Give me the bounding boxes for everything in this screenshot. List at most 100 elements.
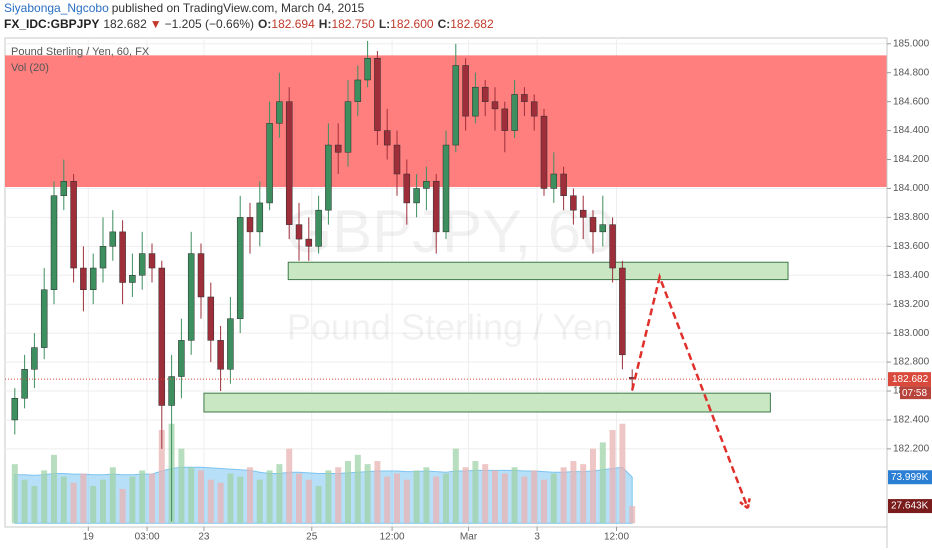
volume-bar <box>149 473 155 524</box>
ohlc-value: 182.694 <box>271 17 315 31</box>
candle-body <box>60 180 68 196</box>
candle-body <box>138 253 146 276</box>
volume-bar <box>501 473 508 524</box>
candle-body <box>305 238 313 247</box>
volume-bar <box>227 473 234 524</box>
y-tick-label: 183.400 <box>893 270 930 281</box>
candle-body <box>236 217 244 319</box>
volume-bar <box>443 473 449 524</box>
volume-bar <box>433 476 440 524</box>
candle-body <box>227 318 234 370</box>
candle-body <box>178 340 185 377</box>
candle-body <box>521 94 528 102</box>
volume-bar <box>315 485 322 524</box>
y-tick-label: 184.400 <box>893 125 930 136</box>
candle-body <box>334 144 342 153</box>
candle-body <box>491 101 499 110</box>
volume-bar <box>158 429 165 524</box>
volume-bar <box>90 485 97 524</box>
direction: ▼ <box>150 17 162 31</box>
candle-body <box>109 231 117 247</box>
volume-title: Vol (20) <box>11 62 49 74</box>
candle-body <box>550 173 558 189</box>
volume-bar <box>70 482 77 524</box>
ohlc-value: 182.682 <box>450 17 494 31</box>
volume-bar <box>354 454 361 524</box>
volume-bar <box>335 467 342 524</box>
y-tick-label: 183.200 <box>893 299 930 310</box>
candle-body <box>40 289 48 348</box>
volume-bar <box>619 423 626 524</box>
volume-bar <box>80 473 87 524</box>
ohlc-key: C: <box>438 17 451 31</box>
x-tick-label: 23 <box>198 532 210 543</box>
y-tick-label: 182.400 <box>893 415 930 426</box>
candle-body <box>570 195 577 211</box>
ohlc-key: L: <box>379 17 390 31</box>
symbol: FX_IDC:GBPJPY <box>4 17 99 31</box>
candle-body <box>295 224 303 240</box>
candle-body <box>560 173 567 196</box>
volume-marker-label: 73.999K <box>891 472 929 483</box>
volume-bar <box>394 473 400 524</box>
volume-bar <box>60 476 67 524</box>
volume-bar <box>541 479 547 524</box>
volume-bar <box>41 470 48 524</box>
y-tick-label: 184.600 <box>893 96 930 107</box>
candle-body <box>403 173 411 204</box>
arrow-head <box>738 497 752 510</box>
volume-bar <box>345 461 351 524</box>
candle-body <box>423 180 430 189</box>
candle-body <box>393 144 401 175</box>
candle-body <box>619 267 626 356</box>
candle-body <box>89 267 97 290</box>
volume-bar <box>296 473 302 524</box>
y-tick-label: 182.800 <box>893 357 930 368</box>
candle-body <box>187 253 195 341</box>
candle-body <box>599 224 607 233</box>
volume-bar <box>51 454 57 524</box>
volume-bar <box>276 464 283 524</box>
published: published on TradingView.com, March 04, … <box>112 1 365 15</box>
volume-bar <box>521 476 528 524</box>
volume-bar <box>109 467 116 524</box>
volume-marker-box <box>888 499 932 514</box>
volume-bar <box>609 429 616 524</box>
volume-bar <box>413 470 420 524</box>
x-tick-label: 19 <box>83 532 95 543</box>
volume-bar <box>178 448 185 524</box>
volume-bar <box>550 473 557 524</box>
ohlc-key: H: <box>319 17 332 31</box>
header-line-1: Siyabonga_Ngcobo published on TradingView… <box>4 1 365 15</box>
x-tick-label: 12:00 <box>380 532 405 543</box>
y-axis-bg <box>888 38 932 548</box>
candle-body <box>31 347 38 370</box>
volume-bar <box>492 470 498 524</box>
last-price-box <box>888 372 931 387</box>
author[interactable]: Siyabonga_Ngcobo <box>4 1 109 15</box>
candle-body <box>80 267 87 290</box>
volume-bar <box>384 476 391 524</box>
volume-bar <box>629 506 636 524</box>
candle-body <box>442 144 450 233</box>
candle-body <box>432 180 440 233</box>
volume-bar <box>247 467 253 524</box>
legend-title: Pound Sterling / Yen, 60, FX <box>11 46 150 58</box>
volume-bar <box>139 470 146 524</box>
x-tick-label: 25 <box>306 532 318 543</box>
candle-body <box>579 209 587 218</box>
candle-body <box>609 224 616 269</box>
y-tick-label: 184.000 <box>893 183 930 194</box>
watermark: GBPJPY, 60 <box>285 198 614 265</box>
candle-body <box>50 195 58 290</box>
candle-body <box>589 217 597 233</box>
volume-bar <box>570 461 577 524</box>
price: 182.682 <box>103 17 147 31</box>
volume-bar <box>21 479 28 524</box>
candle-body <box>256 202 264 233</box>
volume-bar <box>119 489 126 524</box>
y-tick-label: 183.800 <box>893 212 930 223</box>
candle-body <box>511 94 518 131</box>
candle-body <box>374 58 381 131</box>
